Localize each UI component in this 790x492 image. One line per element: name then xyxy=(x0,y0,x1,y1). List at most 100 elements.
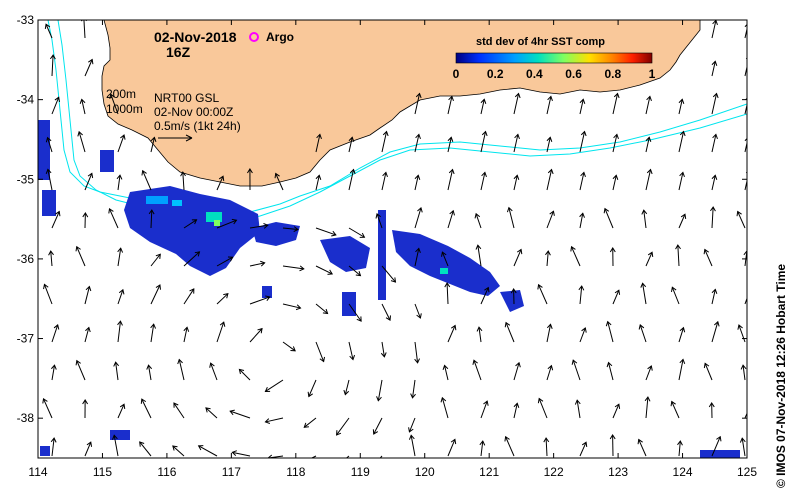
current-arrow-head xyxy=(578,285,585,291)
current-arrow-head xyxy=(613,133,619,140)
current-arrow xyxy=(408,417,416,433)
current-arrow-head xyxy=(574,399,581,405)
current-arrow-head xyxy=(385,315,391,321)
current-arrow xyxy=(76,246,86,267)
current-arrow xyxy=(348,303,362,322)
argo-label: Argo xyxy=(266,30,294,44)
current-arrow-head xyxy=(614,403,621,409)
current-arrow-head xyxy=(736,210,742,217)
current-arrow xyxy=(205,407,218,419)
current-arrow-head xyxy=(155,284,161,290)
current-arrow xyxy=(249,224,268,229)
current-arrow xyxy=(447,96,453,115)
current-arrow xyxy=(139,441,152,457)
current-arrow-head xyxy=(119,403,126,410)
current-arrow xyxy=(376,213,383,229)
current-arrow-head xyxy=(640,282,647,288)
current-arrow-head xyxy=(581,327,587,333)
current-arrow-head xyxy=(711,174,718,180)
current-arrow xyxy=(84,173,93,191)
current-arrow xyxy=(51,438,55,457)
current-arrow xyxy=(608,362,614,381)
current-arrow xyxy=(142,170,152,191)
current-arrow-head xyxy=(260,260,266,267)
current-arrow xyxy=(117,134,125,153)
y-tick-label: -36 xyxy=(17,252,35,266)
current-arrow-head xyxy=(257,327,263,334)
current-arrow xyxy=(677,245,680,267)
current-arrow-head xyxy=(191,219,198,225)
current-arrow-head xyxy=(580,130,587,137)
current-arrow xyxy=(741,438,746,457)
current-arrow xyxy=(645,96,651,115)
current-arrow-head xyxy=(140,398,147,404)
current-arrow-head xyxy=(514,133,520,140)
current-arrow xyxy=(711,207,714,229)
current-arrow xyxy=(265,379,284,392)
current-arrow-head xyxy=(510,288,517,294)
current-arrow xyxy=(43,398,53,419)
current-arrow-head xyxy=(264,418,271,424)
current-arrow-head xyxy=(267,454,273,458)
current-arrow-head xyxy=(54,96,61,103)
current-arrow xyxy=(447,210,454,229)
current-arrow xyxy=(150,137,155,153)
current-arrow-head xyxy=(150,323,157,329)
current-arrow xyxy=(43,284,53,305)
current-arrow xyxy=(480,99,485,115)
current-arrow xyxy=(84,441,92,457)
current-arrow xyxy=(545,437,548,457)
current-arrow-head xyxy=(680,213,687,219)
current-arrow xyxy=(381,341,385,357)
current-arrow xyxy=(645,365,652,381)
current-arrow xyxy=(141,398,152,419)
current-arrow xyxy=(51,55,54,77)
current-arrow xyxy=(348,265,361,277)
current-arrow-head xyxy=(372,463,377,468)
current-arrow xyxy=(480,172,486,191)
colorbar-ticks: 0 0.2 0.4 0.6 0.8 1 xyxy=(453,67,656,81)
current-arrow-head xyxy=(606,361,613,368)
current-arrow xyxy=(546,169,553,191)
current-arrow xyxy=(711,134,717,153)
current-arrow xyxy=(83,20,86,39)
colorbar-tick-label: 0.8 xyxy=(604,67,621,81)
current-arrow xyxy=(678,172,684,191)
current-arrow-head xyxy=(579,98,586,104)
current-arrow xyxy=(315,303,328,314)
colorbar-tick-label: 1 xyxy=(649,67,656,81)
current-arrow-head xyxy=(516,248,523,255)
current-arrow xyxy=(579,286,583,305)
x-tick-label: 117 xyxy=(222,465,241,479)
current-arrow xyxy=(704,249,713,267)
argo-marker-icon xyxy=(249,32,259,42)
current-arrow xyxy=(678,441,681,457)
current-arrow-head xyxy=(209,362,215,368)
current-arrow xyxy=(249,262,265,267)
current-arrow xyxy=(612,404,620,419)
current-arrow xyxy=(475,213,482,229)
current-arrow-head xyxy=(299,265,305,272)
current-arrow-head xyxy=(172,445,178,451)
current-arrow xyxy=(513,175,518,191)
current-arrow-head xyxy=(448,168,455,175)
current-arrow xyxy=(381,131,388,153)
current-arrow xyxy=(444,365,449,381)
current-arrow xyxy=(441,397,449,419)
x-axis: 114 115 116 117 118 119 120 121 122 123 124 125 xyxy=(28,20,757,479)
current-arrow-head xyxy=(740,364,747,370)
current-arrow-head xyxy=(349,354,356,361)
current-arrow-head xyxy=(515,361,521,368)
current-arrow-head xyxy=(579,212,585,218)
current-source-label: NRT00 GSL xyxy=(154,91,219,105)
current-arrow xyxy=(265,417,284,423)
current-arrow-head xyxy=(265,295,271,301)
current-arrow-head xyxy=(513,402,520,408)
current-arrow-head xyxy=(416,313,422,319)
current-arrow-head xyxy=(155,253,161,259)
current-arrow-head xyxy=(504,321,511,328)
current-arrow xyxy=(81,99,86,115)
current-arrow xyxy=(414,134,420,153)
current-arrow-head xyxy=(415,247,421,254)
current-arrow xyxy=(671,401,680,419)
